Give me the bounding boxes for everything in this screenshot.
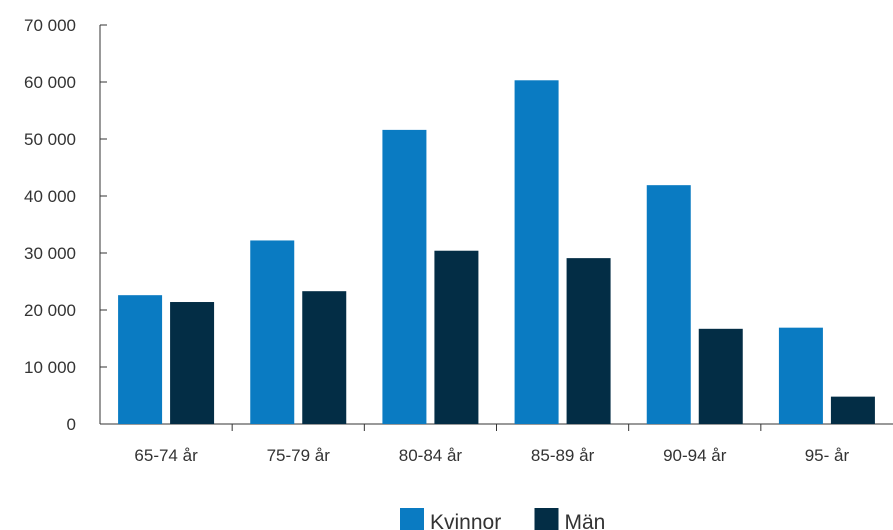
legend-label: Kvinnor [430,511,501,530]
legend-label: Män [565,511,606,530]
x-tick-label: 85-89 år [531,446,595,465]
x-axis: 65-74 år 75-79 år 80-84 år 85-89 år 90-94 år… [100,423,893,465]
bar [434,250,479,424]
bar [118,295,163,424]
y-tick-label: 60 000 [24,73,76,92]
bar [302,291,347,424]
legend-swatch [534,508,559,530]
x-tick-label: 65-74 år [134,446,198,465]
x-tick-label: 80-84 år [399,446,463,465]
bar [830,396,875,424]
x-tick-label: 90-94 år [663,446,727,465]
bar [566,258,611,424]
bar [646,185,691,424]
x-tick-label: 95- år [805,446,850,465]
bars [118,80,875,424]
bar [250,240,295,424]
y-tick-label: 0 [67,415,76,434]
y-tick-label: 50 000 [24,130,76,149]
x-tick-label: 75-79 år [267,446,331,465]
bar [778,327,823,424]
bar [698,328,743,424]
y-axis: 0 10 000 20 000 30 000 40 000 50 000 60 000 70 … [24,16,107,434]
y-tick-label: 30 000 [24,244,76,263]
y-tick-label: 70 000 [24,16,76,35]
y-tick-label: 20 000 [24,301,76,320]
y-tick-label: 10 000 [24,358,76,377]
bar [170,302,215,424]
bar [514,80,559,424]
legend-swatch [400,508,424,530]
bar [382,129,427,424]
y-tick-label: 40 000 [24,187,76,206]
legend: Kvinnor Män [400,508,605,530]
